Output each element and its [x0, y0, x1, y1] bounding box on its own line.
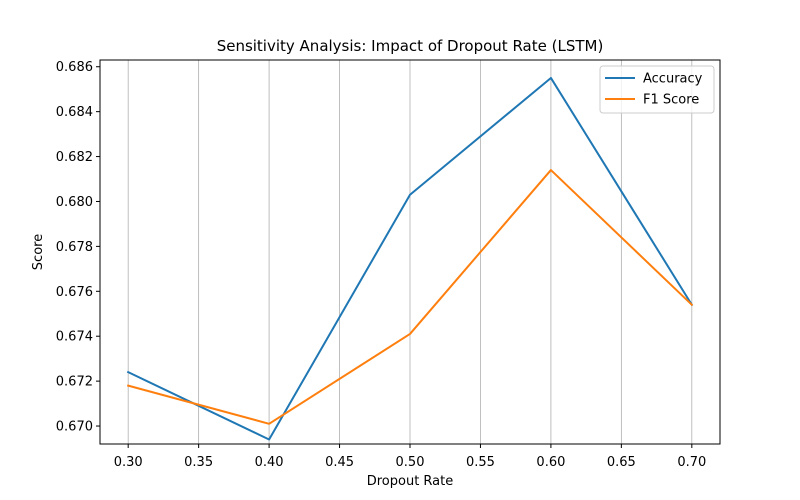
y-axis: 0.670 0.672 0.674 0.676 0.678 0.680 0.682 0.684… [56, 60, 100, 435]
x-tick-label: 0.60 [536, 455, 565, 470]
series-line-f1-score [126, 169, 694, 425]
x-tick-label: 0.55 [466, 455, 495, 470]
y-axis-label: Score [31, 234, 46, 270]
x-tick-label: 0.35 [184, 455, 213, 470]
y-tick-label: 0.682 [56, 150, 93, 165]
y-tick-label: 0.686 [56, 60, 93, 75]
x-tick-label: 0.70 [677, 455, 706, 470]
y-tick-label: 0.680 [56, 195, 93, 210]
grid-layer [127, 60, 693, 444]
y-tick-label: 0.670 [56, 420, 93, 435]
y-tick-label: 0.672 [56, 375, 93, 390]
y-tick-label: 0.678 [56, 240, 93, 255]
series-layer [126, 76, 694, 441]
x-axis: 0.30 0.35 0.40 0.45 0.50 0.55 0.60 0.65 0.70 [114, 444, 706, 470]
x-tick-label: 0.45 [325, 455, 354, 470]
series-line-accuracy [126, 76, 694, 441]
legend: Accuracy F1 Score [599, 65, 715, 114]
x-tick-label: 0.50 [396, 455, 425, 470]
x-axis-label: Dropout Rate [367, 474, 454, 489]
legend-label-accuracy: Accuracy [643, 72, 703, 87]
x-tick-label: 0.30 [114, 455, 143, 470]
chart-title: Sensitivity Analysis: Impact of Dropout … [217, 37, 604, 55]
y-tick-label: 0.684 [56, 105, 93, 120]
legend-label-f1: F1 Score [643, 93, 699, 108]
x-tick-label: 0.65 [607, 455, 636, 470]
x-tick-label: 0.40 [255, 455, 284, 470]
y-tick-label: 0.674 [56, 330, 93, 345]
y-tick-label: 0.676 [56, 285, 93, 300]
